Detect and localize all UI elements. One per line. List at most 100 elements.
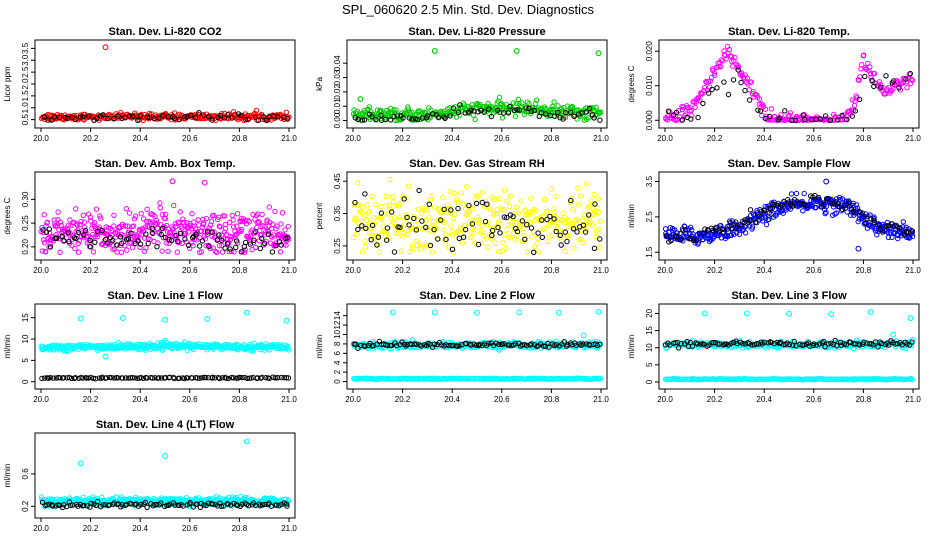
data-point-black	[144, 375, 150, 381]
data-point-colored	[230, 109, 237, 115]
data-point-colored	[241, 249, 248, 256]
data-point-black	[462, 226, 469, 233]
data-point-colored	[533, 97, 540, 103]
x-tick-label: 20.6	[182, 134, 198, 143]
data-point-black	[416, 187, 422, 194]
x-tick-label: 20.6	[182, 524, 198, 533]
data-point-black	[374, 242, 380, 248]
y-axis-label: Licor ppm	[3, 66, 12, 101]
data-point-colored	[861, 52, 867, 58]
data-point-black	[872, 220, 878, 226]
data-point-black	[128, 230, 134, 237]
data-point-black	[369, 114, 375, 120]
data-point-colored	[174, 249, 181, 255]
panel-title: Stan. Dev. Li-820 CO2	[109, 26, 222, 38]
data-point-colored	[96, 224, 103, 230]
points-line4	[38, 438, 292, 511]
y-tick-label: 0.00	[333, 112, 342, 128]
data-point-colored	[91, 220, 98, 226]
data-point-black	[96, 375, 103, 381]
data-point-colored	[593, 234, 599, 240]
data-point-black	[275, 114, 281, 120]
data-point-colored	[491, 211, 497, 217]
data-point-colored	[565, 224, 571, 230]
x-tick-label: 20.8	[232, 524, 248, 533]
data-point-colored	[717, 64, 724, 70]
data-point-colored	[822, 210, 828, 217]
data-point-black	[252, 229, 259, 235]
data-point-colored	[362, 243, 369, 250]
data-point-colored	[596, 110, 603, 116]
data-point-black	[690, 237, 697, 244]
data-point-colored	[788, 191, 795, 197]
data-point-black	[678, 341, 684, 347]
y-tick-label: 1.0	[21, 102, 30, 114]
data-point-black	[510, 213, 516, 220]
data-point-colored	[494, 210, 500, 217]
x-tick-label: 20.6	[806, 134, 822, 143]
data-point-black	[514, 228, 521, 235]
data-point-colored	[510, 231, 516, 237]
data-point-black	[857, 342, 863, 348]
data-point-colored	[126, 210, 133, 216]
data-point-black	[244, 375, 251, 382]
data-point-colored	[677, 114, 683, 120]
outlier-point	[102, 353, 109, 360]
data-point-colored	[774, 210, 780, 216]
data-point-black	[806, 343, 813, 349]
data-point-colored	[424, 207, 431, 213]
data-point-black	[909, 228, 916, 235]
data-point-colored	[124, 247, 130, 253]
x-tick-label: 21.0	[905, 395, 921, 404]
data-point-colored	[250, 211, 256, 218]
data-point-colored	[764, 204, 770, 210]
data-point-colored	[239, 226, 245, 233]
data-point-black	[862, 73, 868, 80]
data-point-black	[839, 206, 846, 213]
data-point-black	[384, 225, 391, 231]
data-point-black	[835, 200, 841, 207]
data-point-black	[39, 375, 45, 382]
data-point-black	[892, 341, 898, 347]
data-point-black	[172, 115, 178, 121]
data-point-colored	[380, 223, 386, 229]
data-point-black	[435, 236, 441, 242]
data-point-black	[389, 209, 395, 215]
data-point-black	[406, 115, 412, 121]
y-tick-label: 0.30	[21, 191, 30, 207]
data-point-colored	[146, 218, 152, 225]
data-point-black	[870, 342, 876, 348]
data-point-colored	[691, 99, 697, 105]
outlier-point	[357, 96, 364, 103]
data-point-black	[388, 342, 395, 349]
y-tick-label: 0	[21, 379, 30, 384]
data-point-black	[767, 113, 773, 120]
data-point-black	[838, 342, 845, 348]
data-point-colored	[165, 248, 171, 255]
data-point-colored	[114, 249, 120, 255]
panel-title: Stan. Dev. Li-820 Pressure	[408, 26, 545, 38]
data-point-black	[443, 236, 449, 243]
points-rh	[350, 176, 604, 256]
data-point-black	[663, 233, 669, 239]
data-point-black	[406, 222, 412, 228]
y-tick-label: 8	[333, 341, 342, 346]
data-point-black	[285, 375, 292, 381]
data-point-colored	[548, 186, 555, 192]
data-point-black	[876, 222, 882, 228]
data-point-black	[580, 222, 587, 228]
data-point-colored	[143, 245, 149, 251]
data-point-black	[59, 233, 65, 239]
data-point-black	[243, 239, 249, 246]
data-point-colored	[553, 338, 559, 344]
data-point-black	[352, 115, 358, 121]
outlier-point	[823, 178, 830, 185]
x-tick-label: 20.0	[33, 524, 49, 533]
data-point-black	[53, 235, 60, 242]
data-point-colored	[445, 202, 451, 209]
data-point-black	[721, 229, 727, 236]
data-point-colored	[397, 200, 403, 207]
data-point-black	[144, 114, 151, 120]
x-tick-label: 20.6	[494, 134, 510, 143]
